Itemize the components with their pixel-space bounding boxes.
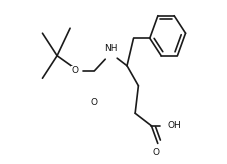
Text: O: O [91,98,98,107]
Text: NH: NH [104,44,117,53]
Text: O: O [71,66,78,75]
Text: OH: OH [167,121,181,130]
Text: O: O [152,148,159,157]
